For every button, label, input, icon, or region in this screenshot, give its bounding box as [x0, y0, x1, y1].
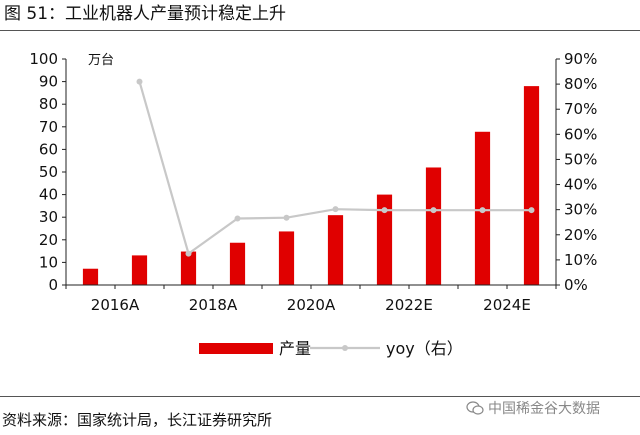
left-tick-label: 60: [39, 140, 58, 158]
left-tick-label: 80: [39, 95, 58, 113]
left-tick-label: 40: [39, 186, 58, 204]
bar-2021A: [327, 215, 344, 285]
bar-2016A: [82, 268, 99, 285]
left-tick-label: 90: [39, 73, 58, 91]
right-tick-label: 80%: [564, 75, 597, 93]
yoy-point-2020A: [283, 214, 290, 221]
bar-2023E: [425, 167, 442, 285]
legend-bar-swatch: [199, 343, 273, 354]
left-tick-label: 0: [48, 276, 58, 294]
yoy-point-2018A: [185, 250, 192, 257]
x-tick-label: 2020A: [287, 296, 336, 314]
x-tick-label: 2024E: [483, 296, 531, 314]
left-tick-label: 30: [39, 208, 58, 226]
bar-2020A: [278, 231, 295, 285]
right-tick-label: 0%: [564, 276, 588, 294]
bar-2025E: [523, 86, 540, 286]
left-tick-label: 20: [39, 231, 58, 249]
left-tick-label: 10: [39, 253, 58, 271]
legend-line-label: yoy（右）: [386, 339, 463, 358]
right-tick-label: 60%: [564, 125, 597, 143]
yoy-point-2017A: [136, 78, 143, 85]
yoy-point-2024E: [479, 207, 486, 214]
watermark: 中国稀金谷大数据: [466, 398, 600, 418]
right-tick-label: 70%: [564, 100, 597, 118]
yoy-point-2023E: [430, 207, 437, 214]
x-tick-label: 2018A: [189, 296, 238, 314]
left-tick-label: 70: [39, 118, 58, 136]
source-note: 资料来源：国家统计局，长江证券研究所: [2, 411, 273, 429]
right-tick-label: 20%: [564, 226, 597, 244]
x-tick-label: 2016A: [91, 296, 140, 314]
legend-line-marker: [342, 345, 348, 351]
bottom-rule: [0, 396, 640, 397]
yoy-point-2022E: [381, 207, 388, 214]
yoy-point-2025E: [528, 207, 535, 214]
bar-2017A: [131, 255, 148, 285]
chart: 0 10 20 30 40 50 60 70 80 90 100 万台 0% 10% 20% 30% 40% 50…: [29, 50, 597, 358]
right-tick-label: 40%: [564, 176, 597, 194]
legend-bar-label: 产量: [279, 339, 311, 358]
right-tick-label: 10%: [564, 251, 597, 269]
bar-2019A: [229, 242, 246, 285]
right-tick-label: 30%: [564, 201, 597, 219]
watermark-text: 中国稀金谷大数据: [488, 401, 600, 417]
left-tick-label: 50: [39, 163, 58, 181]
bar-2022E: [376, 194, 393, 285]
bar-2018A: [180, 251, 197, 285]
left-tick-label: 100: [29, 50, 58, 68]
figure-title: 图 51：工业机器人产量预计稳定上升: [4, 4, 287, 24]
x-tick-label: 2022E: [385, 296, 433, 314]
top-rule: [0, 30, 640, 31]
left-unit-label: 万台: [88, 53, 114, 68]
right-tick-label: 90%: [564, 50, 597, 68]
yoy-point-2021A: [332, 206, 339, 213]
wechat-icon: [466, 401, 484, 415]
right-tick-label: 50%: [564, 150, 597, 168]
yoy-point-2019A: [234, 215, 241, 222]
